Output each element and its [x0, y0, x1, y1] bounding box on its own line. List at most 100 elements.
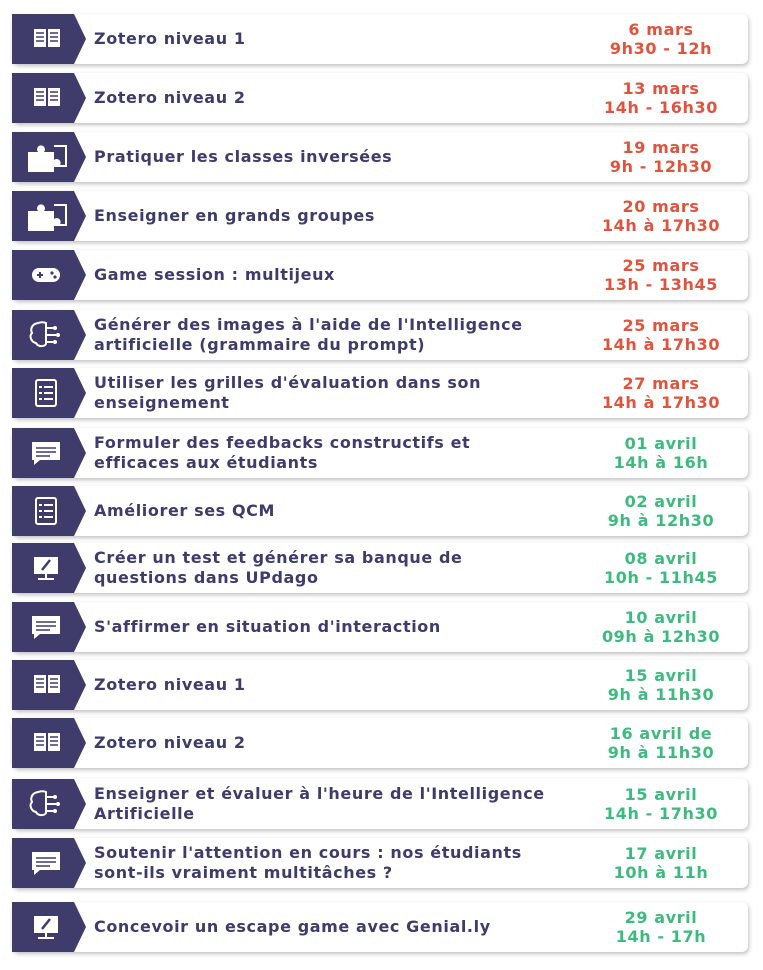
- icon: [12, 779, 86, 829]
- workshop-date: 15 avril 9h à 11h30: [586, 660, 736, 710]
- date-line: 27 mars: [622, 374, 700, 393]
- workshop-date: 02 avril 9h à 12h30: [586, 486, 736, 536]
- title-line: enseignement: [94, 393, 230, 412]
- icon: [12, 132, 86, 182]
- title-line: Améliorer ses QCM: [94, 501, 276, 520]
- date-line: 10 avril: [624, 608, 698, 627]
- workshop-date: 01 avril 14h à 16h: [586, 428, 736, 478]
- workshop-date: 16 avril de 9h à 11h30: [586, 718, 736, 768]
- workshop-date: 19 mars 9h - 12h30: [586, 132, 736, 182]
- date-line: 20 mars: [622, 197, 700, 216]
- workshop-date: 17 avril 10h à 11h: [586, 838, 736, 888]
- title-line: questions dans UPdago: [94, 568, 319, 587]
- workshop-title: S'affirmer en situation d'interaction: [94, 602, 441, 652]
- icon: [12, 191, 86, 241]
- workshop-date: 29 avril 14h - 17h: [586, 902, 736, 952]
- date-line: 14h - 17h30: [604, 804, 718, 823]
- date-line: 19 mars: [622, 138, 700, 157]
- date-line: 9h à 11h30: [607, 743, 715, 762]
- icon: [12, 902, 86, 952]
- title-line: Créer un test et générer sa banque de: [94, 548, 463, 567]
- workshop-title: Concevoir un escape game avec Genial.ly: [94, 902, 491, 952]
- title-line: Zotero niveau 2: [94, 88, 246, 107]
- icon: [12, 660, 86, 710]
- date-line: 15 avril: [624, 785, 698, 804]
- date-line: 9h à 12h30: [607, 511, 715, 530]
- date-line: 25 mars: [622, 256, 700, 275]
- workshop-title: Générer des images à l'aide de l'Intelli…: [94, 310, 523, 360]
- date-line: 14h à 17h30: [601, 393, 721, 412]
- workshop-date: 15 avril 14h - 17h30: [586, 779, 736, 829]
- date-line: 29 avril: [624, 908, 698, 927]
- icon: [12, 486, 86, 536]
- date-line: 17 avril: [624, 844, 698, 863]
- workshop-title: Zotero niveau 1: [94, 14, 246, 64]
- workshop-title: Zotero niveau 2: [94, 718, 246, 768]
- title-line: efficaces aux étudiants: [94, 453, 319, 472]
- workshop-date: 13 mars 14h - 16h30: [586, 73, 736, 123]
- date-line: 25 mars: [622, 316, 700, 335]
- workshop-title: Formuler des feedbacks constructifs et ef…: [94, 428, 470, 478]
- title-line: Zotero niveau 1: [94, 675, 246, 694]
- workshop-title: Pratiquer les classes inversées: [94, 132, 392, 182]
- icon: [12, 14, 86, 64]
- date-line: 9h - 12h30: [609, 157, 713, 176]
- icon: [12, 73, 86, 123]
- workshop-row: Enseigner et évaluer à l'heure de l'Inte…: [12, 779, 748, 829]
- date-line: 9h30 - 12h: [609, 39, 713, 58]
- title-line: S'affirmer en situation d'interaction: [94, 617, 441, 636]
- workshop-date: 10 avril 09h à 12h30: [586, 602, 736, 652]
- date-line: 16 avril de: [609, 724, 713, 743]
- icon: [12, 250, 86, 300]
- title-line: Zotero niveau 1: [94, 29, 246, 48]
- date-line: 6 mars: [628, 20, 694, 39]
- title-line: Pratiquer les classes inversées: [94, 147, 393, 166]
- workshop-date: 27 mars 14h à 17h30: [586, 368, 736, 418]
- title-line: Game session : multijeux: [94, 265, 335, 284]
- date-line: 13h - 13h45: [604, 275, 718, 294]
- title-line: artificielle (grammaire du prompt): [94, 335, 426, 354]
- date-line: 14h - 16h30: [604, 98, 718, 117]
- workshop-row: Formuler des feedbacks constructifs et ef…: [12, 428, 748, 478]
- workshop-title: Utiliser les grilles d'évaluation dans s…: [94, 368, 481, 418]
- icon: [12, 310, 86, 360]
- date-line: 10h à 11h: [613, 863, 709, 882]
- workshop-date: 20 mars 14h à 17h30: [586, 191, 736, 241]
- title-line: Soutenir l'attention en cours : nos étud…: [94, 843, 522, 862]
- date-line: 13 mars: [622, 79, 700, 98]
- date-line: 01 avril: [624, 434, 698, 453]
- workshop-row: Améliorer ses QCM 02 avril 9h à 12h30: [12, 486, 748, 536]
- date-line: 14h - 17h: [615, 927, 707, 946]
- title-line: Enseigner et évaluer à l'heure de l'Inte…: [94, 784, 545, 803]
- title-line: Formuler des feedbacks constructifs et: [94, 433, 471, 452]
- workshop-title: Soutenir l'attention en cours : nos étud…: [94, 838, 522, 888]
- workshop-date: 6 mars 9h30 - 12h: [586, 14, 736, 64]
- workshop-row: Concevoir un escape game avec Genial.ly 2…: [12, 902, 748, 952]
- icon: [12, 838, 86, 888]
- workshop-row: Générer des images à l'aide de l'Intelli…: [12, 310, 748, 360]
- date-line: 10h - 11h45: [604, 568, 718, 587]
- workshop-row: Game session : multijeux 25 mars 13h - 13h…: [12, 250, 748, 300]
- workshop-date: 08 avril 10h - 11h45: [586, 543, 736, 593]
- workshop-row: Soutenir l'attention en cours : nos étud…: [12, 838, 748, 888]
- workshop-title: Améliorer ses QCM: [94, 486, 275, 536]
- date-line: 09h à 12h30: [601, 627, 721, 646]
- workshop-row: Zotero niveau 2 13 mars 14h - 16h30: [12, 73, 748, 123]
- workshop-title: Enseigner en grands groupes: [94, 191, 375, 241]
- title-line: Générer des images à l'aide de l'Intelli…: [94, 315, 523, 334]
- workshop-title: Game session : multijeux: [94, 250, 335, 300]
- date-line: 02 avril: [624, 492, 698, 511]
- date-line: 14h à 17h30: [601, 335, 721, 354]
- date-line: 08 avril: [624, 549, 698, 568]
- workshop-date: 25 mars 13h - 13h45: [586, 250, 736, 300]
- workshop-title: Enseigner et évaluer à l'heure de l'Inte…: [94, 779, 545, 829]
- workshop-title: Zotero niveau 2: [94, 73, 246, 123]
- title-line: Enseigner en grands groupes: [94, 206, 375, 225]
- date-line: 14h à 16h: [613, 453, 709, 472]
- title-line: Concevoir un escape game avec Genial.ly: [94, 917, 491, 936]
- icon: [12, 543, 86, 593]
- title-line: Zotero niveau 2: [94, 733, 246, 752]
- workshop-row: S'affirmer en situation d'interaction 10 …: [12, 602, 748, 652]
- icon: [12, 602, 86, 652]
- icon: [12, 718, 86, 768]
